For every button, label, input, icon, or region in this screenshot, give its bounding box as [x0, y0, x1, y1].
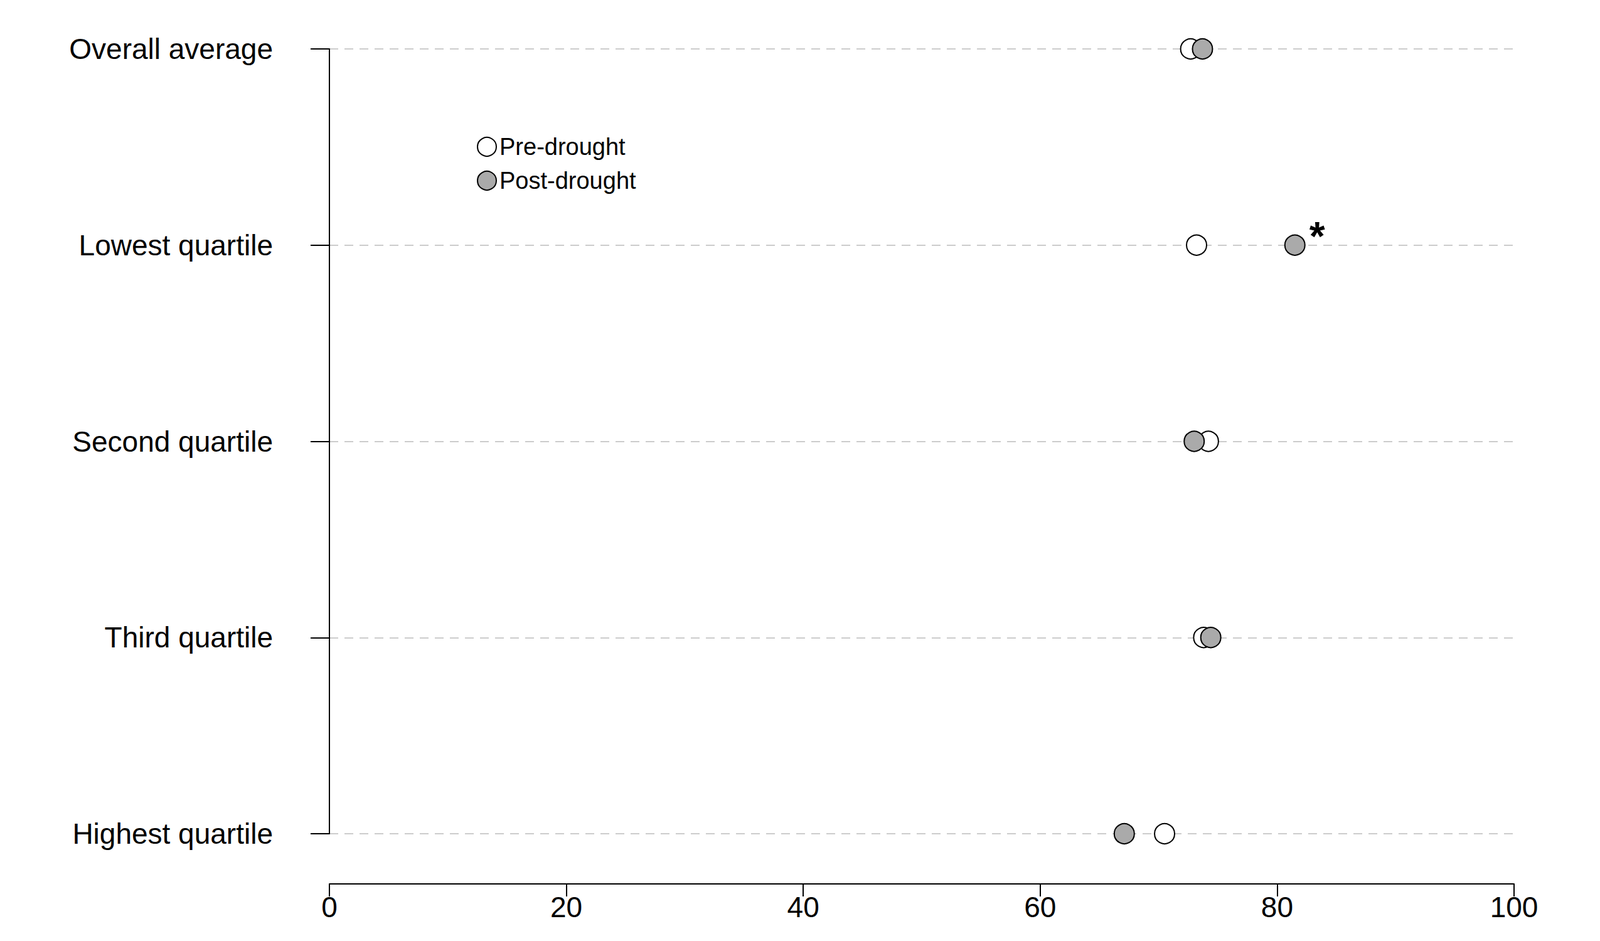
svg-text:Highest quartile: Highest quartile — [72, 817, 273, 851]
svg-text:100: 100 — [1490, 890, 1539, 924]
svg-text:Pre-drought: Pre-drought — [499, 133, 626, 160]
svg-text:Second quartile: Second quartile — [72, 425, 273, 459]
svg-text:*: * — [1309, 213, 1326, 260]
svg-text:Post-drought: Post-drought — [499, 167, 637, 194]
svg-text:60: 60 — [1024, 890, 1056, 924]
svg-text:20: 20 — [550, 890, 583, 924]
svg-text:80: 80 — [1261, 890, 1294, 924]
svg-text:0: 0 — [321, 890, 338, 924]
svg-text:Lowest quartile: Lowest quartile — [79, 229, 273, 262]
svg-text:Overall average: Overall average — [69, 32, 273, 66]
svg-text:Third quartile: Third quartile — [104, 621, 273, 654]
svg-text:40: 40 — [787, 890, 820, 924]
